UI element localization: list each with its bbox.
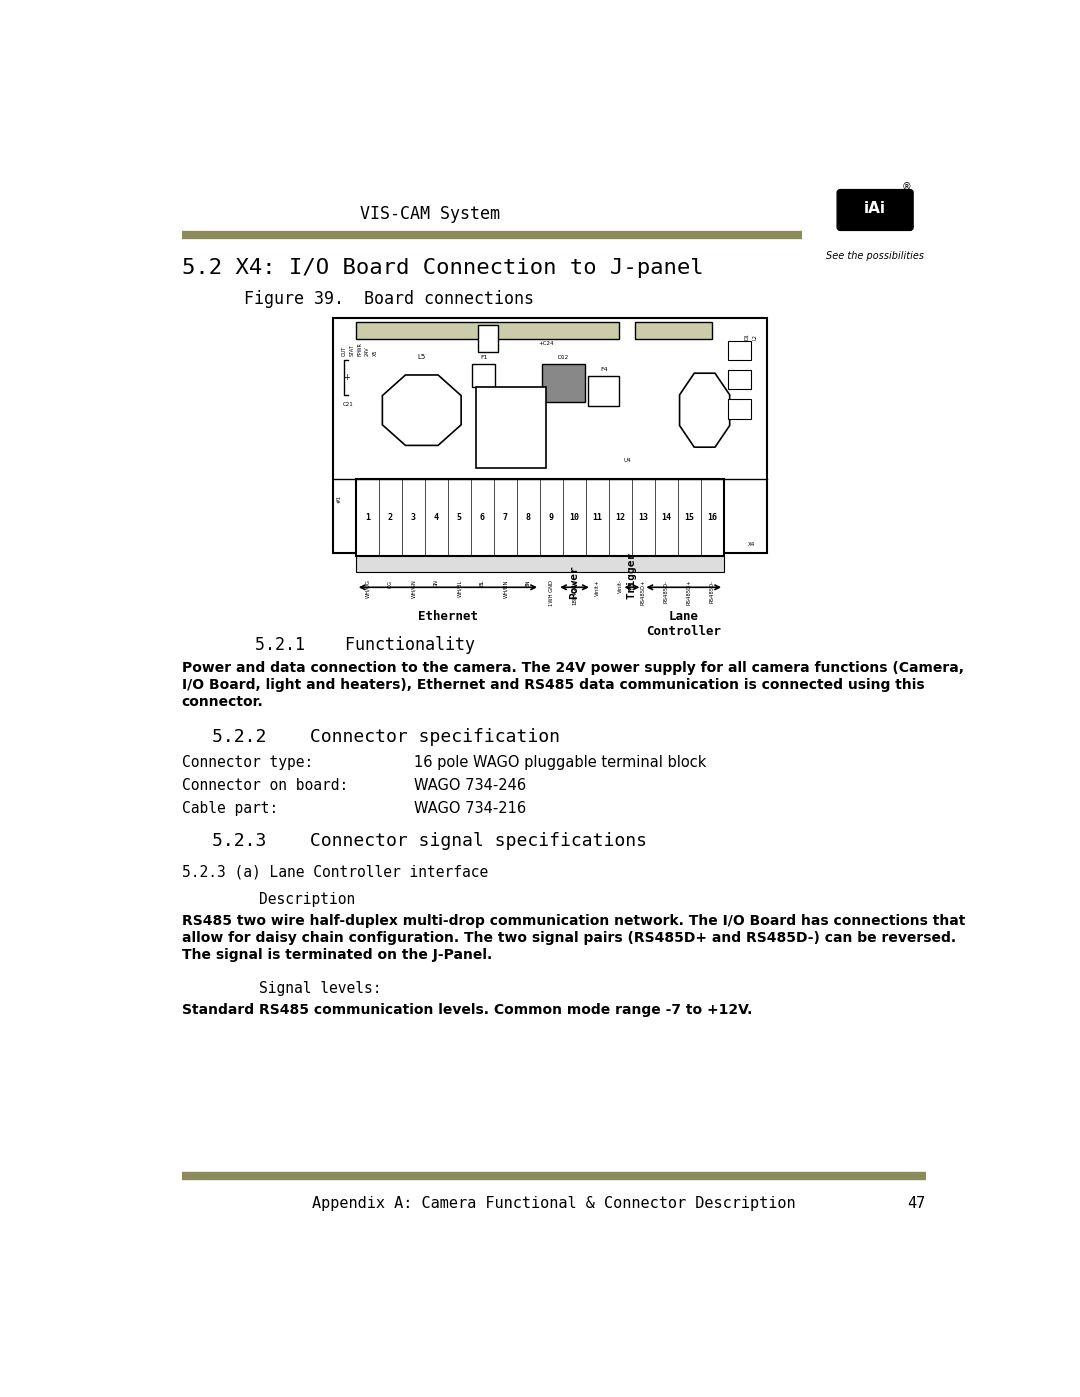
- Text: 16: 16: [707, 514, 717, 522]
- Text: L2: L2: [753, 334, 757, 339]
- Text: WAGO 734-246: WAGO 734-246: [414, 778, 526, 792]
- Text: WH/OG: WH/OG: [365, 580, 369, 598]
- Text: +: +: [343, 373, 350, 381]
- Bar: [356, 321, 619, 339]
- Text: X5: X5: [373, 349, 378, 356]
- Text: RS485D-: RS485D-: [664, 580, 669, 602]
- Text: RS485D+: RS485D+: [640, 580, 646, 605]
- Text: FPWR: FPWR: [357, 342, 362, 356]
- Text: Description: Description: [259, 891, 355, 907]
- Text: 24V: 24V: [365, 346, 370, 356]
- Text: 5.2 X4: I/O Board Connection to J-panel: 5.2 X4: I/O Board Connection to J-panel: [181, 257, 703, 278]
- Text: 1: 1: [365, 514, 369, 522]
- Text: 2: 2: [388, 514, 393, 522]
- Text: connector.: connector.: [181, 696, 264, 710]
- Text: 5.2.3    Connector signal specifications: 5.2.3 Connector signal specifications: [213, 833, 648, 851]
- Text: The signal is terminated on the J-Panel.: The signal is terminated on the J-Panel.: [181, 947, 491, 961]
- Text: 5.2.3 (a) Lane Controller interface: 5.2.3 (a) Lane Controller interface: [181, 865, 488, 880]
- Text: Signal levels:: Signal levels:: [259, 981, 381, 996]
- Text: iAi: iAi: [864, 201, 886, 217]
- Text: RS485D-: RS485D-: [710, 580, 715, 602]
- Text: F4: F4: [600, 366, 608, 372]
- Text: Appendix A: Camera Functional & Connector Description: Appendix A: Camera Functional & Connecto…: [312, 1196, 795, 1211]
- Bar: [356, 556, 724, 571]
- Text: Trigger: Trigger: [627, 552, 637, 599]
- Bar: [333, 317, 767, 553]
- Text: U4: U4: [623, 458, 631, 462]
- Text: Connector on board:: Connector on board:: [181, 778, 348, 792]
- Bar: [728, 370, 751, 390]
- Text: X4: X4: [747, 542, 755, 548]
- Text: 4: 4: [434, 514, 438, 522]
- Text: 47: 47: [907, 1196, 926, 1211]
- Text: 16 pole WAGO pluggable terminal block: 16 pole WAGO pluggable terminal block: [414, 754, 706, 770]
- Text: Figure 39.  Board connections: Figure 39. Board connections: [243, 289, 534, 307]
- Text: 3: 3: [410, 514, 416, 522]
- Text: Power and data connection to the camera. The 24V power supply for all camera fun: Power and data connection to the camera.…: [181, 661, 963, 675]
- Text: WH/BL: WH/BL: [457, 580, 462, 597]
- Text: OUT: OUT: [341, 346, 347, 356]
- Text: 14: 14: [661, 514, 672, 522]
- Text: Cable part:: Cable part:: [181, 800, 278, 816]
- Bar: [476, 387, 545, 468]
- FancyBboxPatch shape: [837, 190, 913, 231]
- Text: 9: 9: [549, 514, 554, 522]
- Text: D12: D12: [557, 355, 569, 360]
- Text: Power: Power: [569, 566, 580, 599]
- Bar: [728, 341, 751, 360]
- Text: Standard RS485 communication levels. Common mode range -7 to +12V.: Standard RS485 communication levels. Com…: [181, 1003, 752, 1017]
- Text: STAT: STAT: [350, 345, 354, 356]
- Bar: [472, 365, 496, 387]
- Text: WH/BN: WH/BN: [503, 580, 508, 598]
- Bar: [635, 321, 713, 339]
- Text: See the possibilities: See the possibilities: [826, 251, 924, 261]
- Text: 8: 8: [526, 514, 531, 522]
- Text: 7: 7: [503, 514, 508, 522]
- Text: WH/GN: WH/GN: [410, 580, 416, 598]
- Text: 1BK+24V: 1BK+24V: [572, 580, 577, 605]
- Text: BN: BN: [526, 580, 531, 587]
- Text: ®: ®: [901, 182, 912, 191]
- Text: I/O Board, light and heaters), Ethernet and RS485 data communication is connecte: I/O Board, light and heaters), Ethernet …: [181, 678, 924, 692]
- Text: OG: OG: [388, 580, 393, 588]
- Text: Vinit-: Vinit-: [618, 580, 623, 594]
- Text: C21: C21: [342, 402, 353, 408]
- Text: Connector type:: Connector type:: [181, 754, 313, 770]
- Text: RS485D+: RS485D+: [687, 580, 692, 605]
- Text: Lane
Controller: Lane Controller: [646, 610, 721, 638]
- Text: 5: 5: [457, 514, 462, 522]
- Text: Vinit+: Vinit+: [595, 580, 600, 597]
- Text: +C24: +C24: [538, 341, 554, 346]
- Text: GN: GN: [434, 580, 438, 588]
- Bar: [542, 365, 584, 402]
- Bar: [728, 400, 751, 419]
- Text: 1WH GND: 1WH GND: [549, 580, 554, 605]
- Text: D1: D1: [745, 334, 750, 341]
- Text: WAGO 734-216: WAGO 734-216: [414, 800, 526, 816]
- Text: 15: 15: [685, 514, 694, 522]
- Polygon shape: [382, 374, 461, 446]
- Text: 5.2.1    Functionality: 5.2.1 Functionality: [255, 636, 475, 654]
- Text: 13: 13: [638, 514, 648, 522]
- Text: VIS-CAM System: VIS-CAM System: [360, 205, 499, 224]
- Text: 10: 10: [569, 514, 580, 522]
- Bar: [356, 479, 724, 556]
- Text: RS485 two wire half-duplex multi-drop communication network. The I/O Board has c: RS485 two wire half-duplex multi-drop co…: [181, 914, 964, 928]
- Text: 11: 11: [593, 514, 603, 522]
- Text: BL: BL: [480, 580, 485, 587]
- Text: F1: F1: [480, 355, 487, 360]
- Bar: [589, 376, 619, 407]
- Text: allow for daisy chain configuration. The two signal pairs (RS485D+ and RS485D-) : allow for daisy chain configuration. The…: [181, 930, 956, 944]
- Text: 6: 6: [480, 514, 485, 522]
- Text: 12: 12: [616, 514, 625, 522]
- Text: #1: #1: [337, 495, 341, 503]
- Bar: [478, 326, 498, 352]
- Text: L5: L5: [418, 355, 426, 360]
- Text: 5.2.2    Connector specification: 5.2.2 Connector specification: [213, 728, 561, 746]
- Polygon shape: [679, 373, 730, 447]
- Text: Ethernet: Ethernet: [418, 610, 478, 623]
